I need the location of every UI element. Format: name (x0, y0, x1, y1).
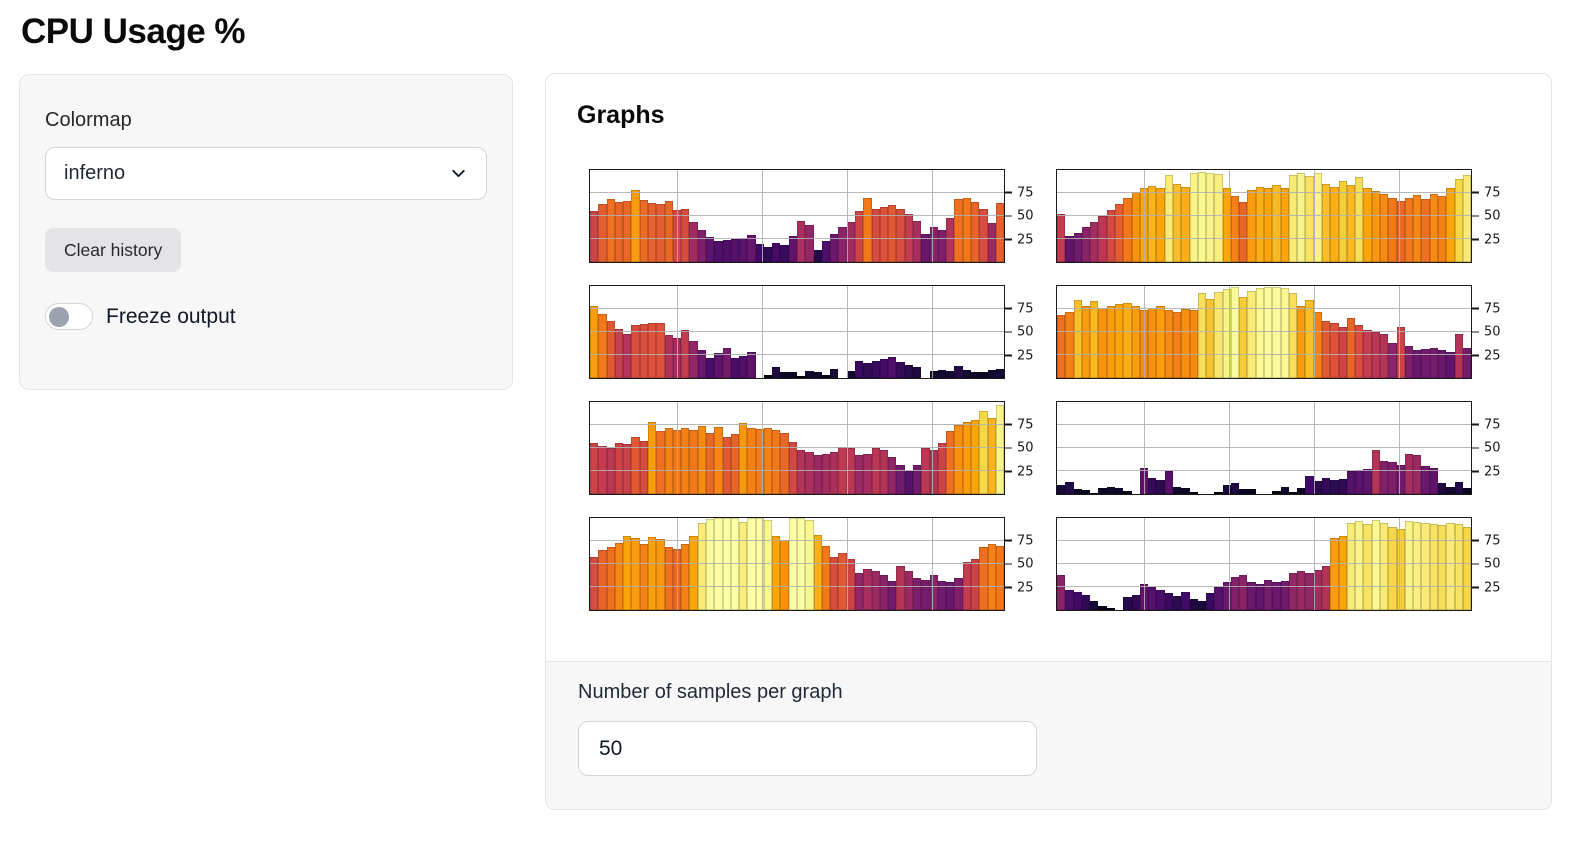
clear-history-button[interactable]: Clear history (45, 228, 182, 272)
chart-cell-6: 25 50 75 (1056, 401, 1523, 495)
samples-label: Number of samples per graph (578, 681, 843, 703)
freeze-toggle[interactable] (45, 303, 93, 330)
cpu-graph-8 (1056, 517, 1472, 611)
freeze-toggle-row: Freeze output (45, 303, 487, 330)
cpu-graph-1 (589, 169, 1005, 263)
y-axis-2: 25 50 75 (1472, 169, 1523, 263)
cpu-graph-5 (589, 401, 1005, 495)
y-axis-1: 25 50 75 (1005, 169, 1056, 263)
cpu-graph-6 (1056, 401, 1472, 495)
y-axis-8: 25 50 75 (1472, 517, 1523, 611)
page-title: CPU Usage % (21, 12, 246, 51)
cpu-graph-4 (1056, 285, 1472, 379)
graphs-heading: Graphs (577, 101, 665, 129)
chart-cell-2: 25 50 75 (1056, 169, 1523, 263)
y-axis-4: 25 50 75 (1472, 285, 1523, 379)
y-axis-6: 25 50 75 (1472, 401, 1523, 495)
cpu-graph-7 (589, 517, 1005, 611)
chart-cell-7: 25 50 75 (589, 517, 1056, 611)
cpu-graph-2 (1056, 169, 1472, 263)
cpu-graph-3 (589, 285, 1005, 379)
samples-input[interactable] (578, 721, 1037, 776)
y-axis-7: 25 50 75 (1005, 517, 1056, 611)
charts-grid: 25 50 75 25 50 75 25 50 75 25 50 75 25 50 75 25 50 75 25 50… (589, 169, 1523, 611)
y-axis-5: 25 50 75 (1005, 401, 1056, 495)
chevron-down-icon (448, 163, 469, 184)
samples-form: Number of samples per graph (546, 661, 1551, 809)
colormap-selected-value: inferno (64, 162, 126, 184)
toggle-knob (49, 306, 69, 327)
controls-panel: Colormap inferno Clear history Freeze ou… (19, 74, 513, 390)
freeze-toggle-label: Freeze output (106, 304, 236, 328)
chart-cell-8: 25 50 75 (1056, 517, 1523, 611)
chart-cell-3: 25 50 75 (589, 285, 1056, 379)
colormap-select[interactable]: inferno (45, 147, 487, 200)
y-axis-3: 25 50 75 (1005, 285, 1056, 379)
graphs-panel: Graphs 25 50 75 25 50 75 25 50 75 25 50 75 25 50 75 25 5… (545, 73, 1552, 810)
colormap-label: Colormap (45, 109, 132, 131)
chart-cell-5: 25 50 75 (589, 401, 1056, 495)
chart-cell-1: 25 50 75 (589, 169, 1056, 263)
chart-cell-4: 25 50 75 (1056, 285, 1523, 379)
